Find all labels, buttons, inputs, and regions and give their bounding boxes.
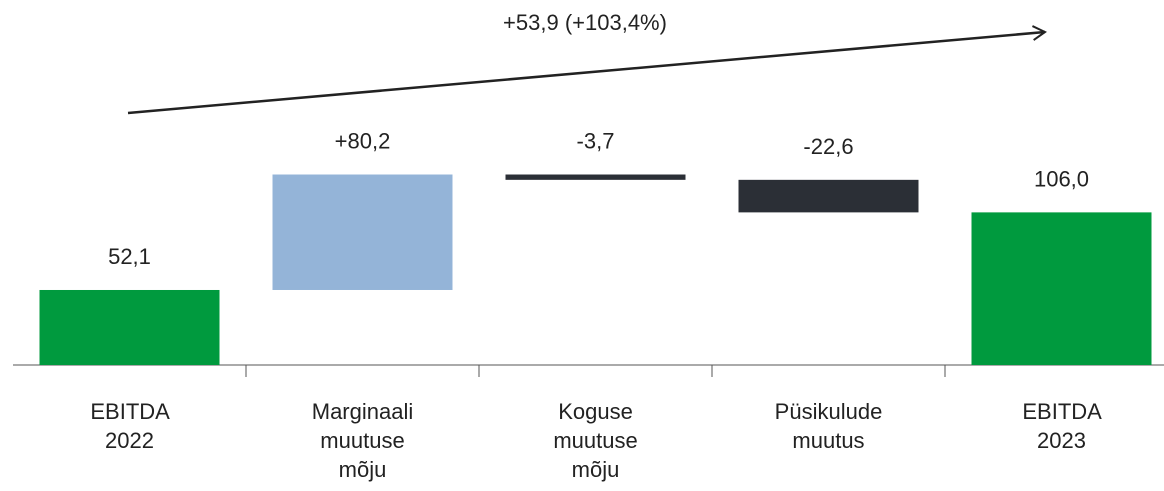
value-label: +80,2 <box>335 129 391 154</box>
value-label: 52,1 <box>108 244 151 269</box>
x-tick-label: Koguse muutuse mõju <box>553 399 638 482</box>
x-tick-label: EBITDA 2022 <box>90 399 170 453</box>
bar <box>272 174 453 290</box>
trend-arrow <box>127 25 1047 115</box>
annotation: +53,9 (+103,4%) <box>503 10 667 35</box>
bar <box>505 174 686 180</box>
value-label: -22,6 <box>803 134 853 159</box>
value-label: 106,0 <box>1034 166 1089 191</box>
x-tick-label: Püsikulude muutus <box>774 399 883 453</box>
value-label: -3,7 <box>577 129 615 154</box>
bar <box>738 179 919 213</box>
x-tick-label: Marginaali muutuse mõju <box>311 399 414 482</box>
x-tick-label: EBITDA 2023 <box>1022 399 1102 453</box>
bar <box>971 212 1152 365</box>
bar <box>39 289 220 365</box>
